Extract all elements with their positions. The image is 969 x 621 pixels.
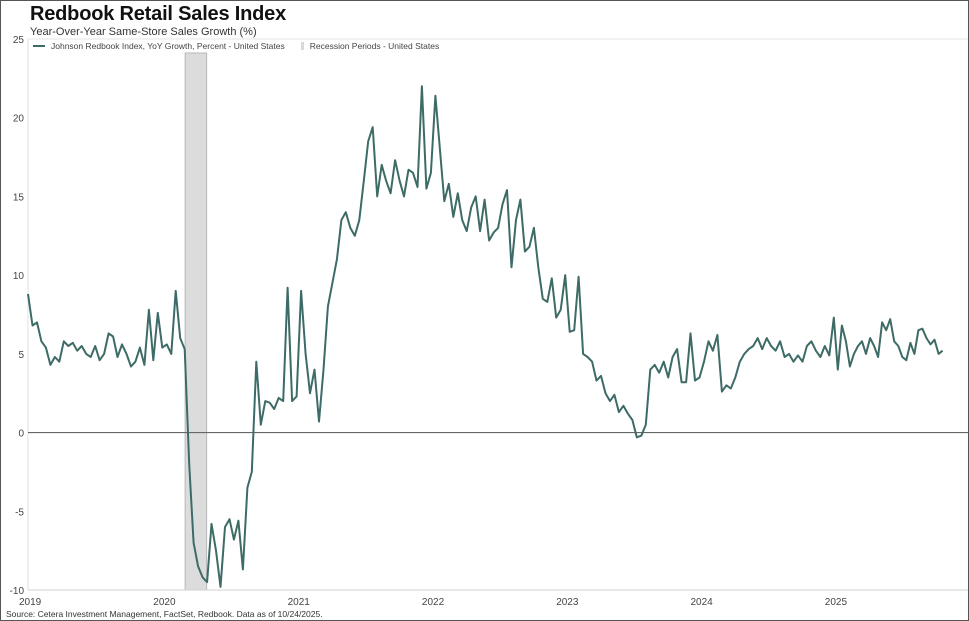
x-tick-label: 2021 bbox=[288, 597, 311, 608]
x-tick-label: 2024 bbox=[691, 597, 714, 608]
y-tick-label: 5 bbox=[18, 350, 24, 361]
chart-title: Redbook Retail Sales Index bbox=[30, 3, 286, 25]
y-tick-label: 20 bbox=[13, 114, 25, 125]
x-tick-label: 2025 bbox=[825, 597, 848, 608]
chart-subtitle: Year-Over-Year Same-Store Sales Growth (… bbox=[30, 26, 257, 38]
y-tick-label: -10 bbox=[10, 586, 25, 597]
source-note: Source: Cetera Investment Management, Fa… bbox=[6, 609, 323, 619]
y-tick-label: 10 bbox=[13, 271, 25, 282]
y-tick-label: 15 bbox=[13, 192, 25, 203]
legend-series-label: Johnson Redbook Index, YoY Growth, Perce… bbox=[51, 41, 285, 51]
recession-band bbox=[184, 52, 208, 591]
legend-recession-swatch bbox=[300, 42, 304, 50]
x-tick-label: 2022 bbox=[422, 597, 445, 608]
x-tick-label: 2019 bbox=[19, 597, 42, 608]
series-line bbox=[27, 85, 944, 588]
y-tick-label: 25 bbox=[13, 35, 25, 46]
y-tick-label: -5 bbox=[15, 507, 24, 518]
x-tick-label: 2023 bbox=[556, 597, 579, 608]
x-tick-label: 2020 bbox=[153, 597, 176, 608]
legend-recession-label: Recession Periods - United States bbox=[309, 41, 440, 51]
y-tick-label: 0 bbox=[18, 429, 24, 440]
legend-line-swatch bbox=[33, 45, 45, 47]
legend: Johnson Redbook Index, YoY Growth, Perce… bbox=[33, 41, 439, 51]
